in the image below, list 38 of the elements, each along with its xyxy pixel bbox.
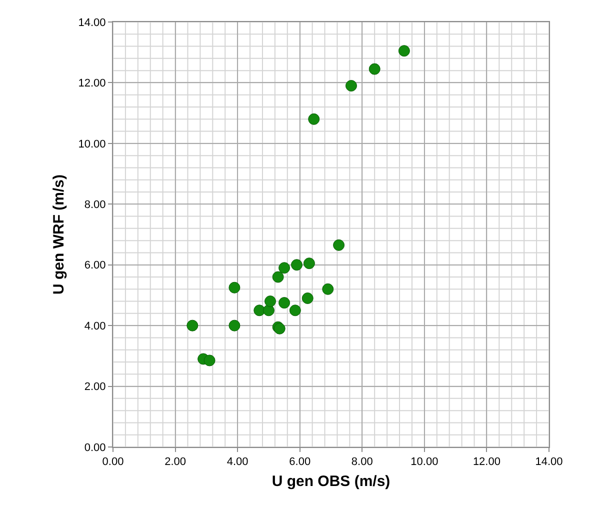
- y-tick-label: 8.00: [84, 198, 106, 211]
- x-tick-label: 12.00: [472, 456, 500, 468]
- y-tick-label: 12.00: [78, 78, 106, 90]
- x-tick-label: 14.00: [535, 456, 563, 468]
- point: [228, 320, 240, 332]
- y-tick-label: 14.00: [78, 16, 106, 29]
- point: [262, 304, 274, 316]
- point: [303, 258, 315, 270]
- point: [398, 45, 410, 57]
- point: [322, 283, 334, 295]
- y-tick-label: 6.00: [84, 260, 106, 272]
- y-axis-title: U gen WRF (m/s): [50, 174, 68, 294]
- point: [333, 239, 345, 251]
- y-tick-label: 4.00: [84, 320, 106, 332]
- point: [302, 292, 314, 304]
- y-tick-label: 2.00: [84, 381, 106, 394]
- point: [278, 262, 290, 274]
- x-tick-label: 4.00: [226, 456, 248, 468]
- point: [289, 304, 301, 316]
- x-tick-label: 10.00: [410, 456, 438, 468]
- point: [228, 282, 240, 294]
- point: [272, 271, 284, 283]
- point: [368, 63, 380, 75]
- y-tick-label: 0.00: [84, 442, 106, 454]
- x-axis-title: U gen OBS (m/s): [272, 473, 390, 490]
- x-tick-label: 6.00: [289, 456, 311, 468]
- point: [308, 113, 320, 125]
- point: [254, 304, 266, 316]
- point: [186, 320, 198, 332]
- point: [290, 259, 302, 271]
- point: [278, 297, 290, 309]
- y-tick-label: 10.00: [78, 138, 106, 150]
- x-tick-label: 2.00: [164, 456, 186, 468]
- point: [264, 296, 276, 308]
- x-tick-label: 0.00: [102, 456, 124, 468]
- point: [204, 354, 216, 366]
- point: [345, 80, 357, 92]
- x-tick-label: 8.00: [351, 456, 373, 468]
